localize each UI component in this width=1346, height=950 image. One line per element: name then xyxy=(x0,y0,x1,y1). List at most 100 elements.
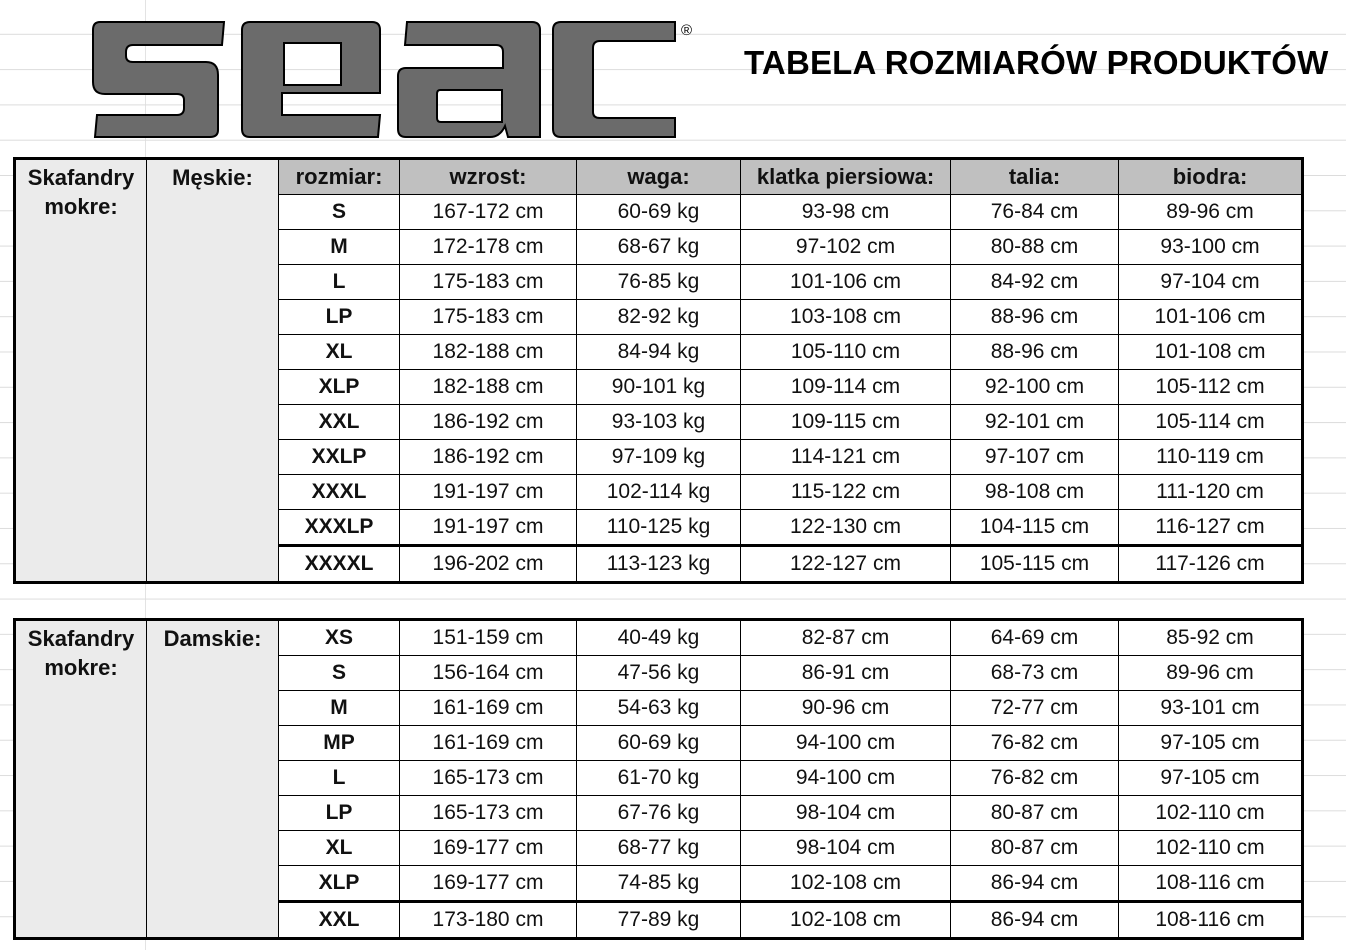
cell-size: L xyxy=(278,760,400,796)
cell-waist: 80-88 cm xyxy=(950,229,1119,265)
cell-chest: 102-108 cm xyxy=(740,900,951,939)
header-row: Skafandry mokre: Męskie: rozmiar: wzrost: wag… xyxy=(14,158,1303,583)
cell-waist: 105-115 cm xyxy=(950,544,1119,583)
cell-size: XS xyxy=(278,619,400,656)
cell-height: 161-169 cm xyxy=(399,690,577,726)
cell-height: 175-183 cm xyxy=(399,264,577,300)
table-row: XXXL 191-197 cm 102-114 kg 115-122 cm 98-108… xyxy=(15,474,1303,510)
table-row: M 161-169 cm 54-63 kg 90-96 cm 72-77 cm 93-10… xyxy=(15,690,1303,726)
cell-chest: 93-98 cm xyxy=(740,194,951,230)
cell-weight: 61-70 kg xyxy=(576,760,741,796)
cell-weight: 68-77 kg xyxy=(576,830,741,866)
cell-height: 196-202 cm xyxy=(399,544,577,583)
cell-waist: 76-82 cm xyxy=(950,760,1119,796)
cell-size: XXXXL xyxy=(278,544,400,583)
cell-chest: 97-102 cm xyxy=(740,229,951,265)
cell-weight: 60-69 kg xyxy=(576,725,741,761)
table-row: XLP 182-188 cm 90-101 kg 109-114 cm 92-100 c… xyxy=(15,369,1303,405)
cell-chest: 103-108 cm xyxy=(740,299,951,335)
cell-height: 151-159 cm xyxy=(399,619,577,656)
cell-size: XXL xyxy=(278,900,400,939)
cell-size: M xyxy=(278,229,400,265)
cell-size: XXL xyxy=(278,404,400,440)
cell-hips: 102-110 cm xyxy=(1118,795,1303,831)
cell-waist: 86-94 cm xyxy=(950,865,1119,902)
cell-hips: 97-105 cm xyxy=(1118,725,1303,761)
cell-hips: 111-120 cm xyxy=(1118,474,1303,510)
cell-weight: 67-76 kg xyxy=(576,795,741,831)
logo-letter-c xyxy=(552,21,676,138)
cell-chest: 86-91 cm xyxy=(740,655,951,691)
cell-chest: 109-115 cm xyxy=(740,404,951,440)
cell-height: 182-188 cm xyxy=(399,369,577,405)
cell-size: XXXLP xyxy=(278,509,400,546)
cell-size: LP xyxy=(278,299,400,335)
cell-hips: 105-112 cm xyxy=(1118,369,1303,405)
group-label: Damskie: xyxy=(146,619,279,939)
cell-weight: 82-92 kg xyxy=(576,299,741,335)
cell-chest: 98-104 cm xyxy=(740,795,951,831)
table-row: XLP 169-177 cm 74-85 kg 102-108 cm 86-94 cm 1… xyxy=(15,865,1303,902)
table-row: LP 165-173 cm 67-76 kg 98-104 cm 80-87 cm 102… xyxy=(15,795,1303,831)
cell-chest: 90-96 cm xyxy=(740,690,951,726)
cell-weight: 97-109 kg xyxy=(576,439,741,475)
cell-height: 175-183 cm xyxy=(399,299,577,335)
table-row: S 167-172 cm 60-69 kg 93-98 cm 76-84 cm 89-96… xyxy=(15,194,1303,230)
cell-waist: 104-115 cm xyxy=(950,509,1119,546)
cell-size: LP xyxy=(278,795,400,831)
seac-logo: ® xyxy=(92,21,692,138)
cell-weight: 93-103 kg xyxy=(576,404,741,440)
cell-hips: 93-100 cm xyxy=(1118,229,1303,265)
table-row: M 172-178 cm 68-67 kg 97-102 cm 80-88 cm 93-1… xyxy=(15,229,1303,265)
cell-size: XXXL xyxy=(278,474,400,510)
registered-mark: ® xyxy=(681,22,692,39)
cell-waist: 97-107 cm xyxy=(950,439,1119,475)
cell-weight: 110-125 kg xyxy=(576,509,741,546)
cell-waist: 64-69 cm xyxy=(950,619,1119,656)
cell-waist: 88-96 cm xyxy=(950,334,1119,370)
cell-hips: 102-110 cm xyxy=(1118,830,1303,866)
header-height: wzrost: xyxy=(399,158,577,195)
cell-waist: 76-84 cm xyxy=(950,194,1119,230)
cell-chest: 109-114 cm xyxy=(740,369,951,405)
cell-hips: 97-104 cm xyxy=(1118,264,1303,300)
logo-letter-e xyxy=(241,21,382,138)
cell-height: 191-197 cm xyxy=(399,474,577,510)
cell-chest: 94-100 cm xyxy=(740,725,951,761)
header-chest: klatka piersiowa: xyxy=(740,158,951,195)
cell-hips: 89-96 cm xyxy=(1118,194,1303,230)
cell-chest: 105-110 cm xyxy=(740,334,951,370)
cell-weight: 47-56 kg xyxy=(576,655,741,691)
cell-waist: 92-100 cm xyxy=(950,369,1119,405)
cell-size: L xyxy=(278,264,400,300)
cell-hips: 116-127 cm xyxy=(1118,509,1303,546)
cell-height: 169-177 cm xyxy=(399,865,577,902)
cell-height: 167-172 cm xyxy=(399,194,577,230)
cell-weight: 60-69 kg xyxy=(576,194,741,230)
cell-waist: 80-87 cm xyxy=(950,830,1119,866)
header-hips: biodra: xyxy=(1118,158,1303,195)
cell-height: 165-173 cm xyxy=(399,795,577,831)
logo-letter-s xyxy=(92,21,226,138)
header-waist: talia: xyxy=(950,158,1119,195)
cell-height: 186-192 cm xyxy=(399,439,577,475)
cell-size: M xyxy=(278,690,400,726)
table-row: XL 182-188 cm 84-94 kg 105-110 cm 88-96 cm 10… xyxy=(15,334,1303,370)
cell-waist: 76-82 cm xyxy=(950,725,1119,761)
header-weight: waga: xyxy=(576,158,741,195)
table-row: XXL 186-192 cm 93-103 kg 109-115 cm 92-101 c… xyxy=(15,404,1303,440)
cell-waist: 86-94 cm xyxy=(950,900,1119,939)
cell-height: 161-169 cm xyxy=(399,725,577,761)
cell-chest: 98-104 cm xyxy=(740,830,951,866)
cell-weight: 84-94 kg xyxy=(576,334,741,370)
table-row: MP 161-169 cm 60-69 kg 94-100 cm 76-82 cm 97-… xyxy=(15,725,1303,761)
page-title: TABELA ROZMIARÓW PRODUKTÓW xyxy=(744,44,1329,81)
table-row: LP 175-183 cm 82-92 kg 103-108 cm 88-96 cm 10… xyxy=(15,299,1303,335)
womens-size-table: Skafandry mokre: Damskie: XS 151-159 cm 40-49… xyxy=(13,618,1304,940)
table-row: XXLP 186-192 cm 97-109 kg 114-121 cm 97-107 … xyxy=(15,439,1303,475)
category-label: Skafandry mokre: xyxy=(14,158,147,583)
cell-size: XL xyxy=(278,830,400,866)
cell-waist: 84-92 cm xyxy=(950,264,1119,300)
group-label: Męskie: xyxy=(146,158,279,583)
table-row: L 175-183 cm 76-85 kg 101-106 cm 84-92 cm 97-… xyxy=(15,264,1303,300)
